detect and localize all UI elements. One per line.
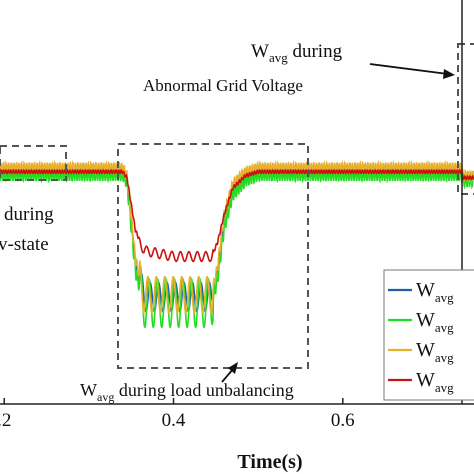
legend-box bbox=[383, 269, 474, 401]
steady-state-dashed-box bbox=[0, 145, 67, 181]
x-tick-label: .2 bbox=[0, 410, 11, 431]
annotation-load-unbalancing: Wavg during load unbalancing bbox=[80, 380, 294, 404]
annotation-steady-line2: v-state bbox=[0, 234, 49, 255]
annotation-abnormal-arrow bbox=[369, 63, 449, 75]
x-tick-label: 0.4 bbox=[162, 410, 186, 431]
legend-label-4: Wavg bbox=[416, 369, 454, 395]
annotation-abnormal-arrowhead bbox=[443, 69, 455, 79]
x-axis-label: Time(s) bbox=[237, 451, 302, 473]
legend-label-1: Wavg bbox=[416, 279, 454, 305]
x-tick-layer: .2 0.4 0.6 bbox=[0, 398, 355, 431]
series-layer bbox=[0, 159, 474, 329]
legend: Wavg Wavg Wavg Wavg bbox=[383, 269, 474, 401]
load-unbalancing-dashed-box bbox=[117, 143, 309, 369]
annotation-abnormal-line2: Abnormal Grid Voltage bbox=[143, 76, 303, 95]
legend-label-2: Wavg bbox=[416, 309, 454, 335]
series-line-4 bbox=[0, 168, 474, 263]
x-tick-label: 0.6 bbox=[331, 410, 355, 431]
annotation-load-arrowhead bbox=[228, 362, 238, 374]
annotation-steady-line1: during bbox=[4, 204, 54, 225]
abnormal-grid-dashed-box bbox=[457, 43, 474, 195]
annotation-abnormal-line1: Wavg during bbox=[251, 41, 343, 65]
legend-label-3: Wavg bbox=[416, 339, 454, 365]
